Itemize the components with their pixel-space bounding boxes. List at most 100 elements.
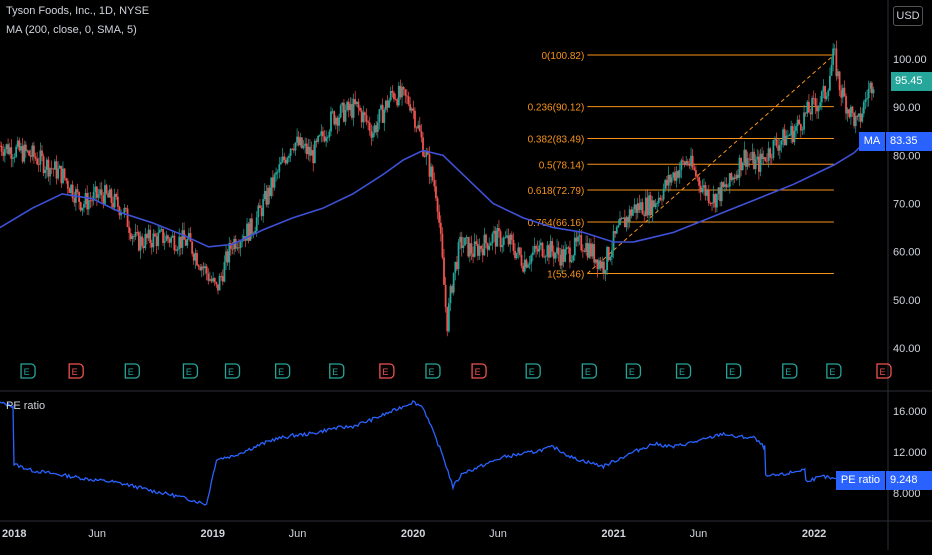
earnings-marker[interactable]: E [581, 363, 597, 379]
candle-body [294, 142, 297, 151]
candle-body [50, 168, 53, 169]
candle-body [302, 145, 305, 148]
earnings-marker[interactable]: E [224, 363, 241, 379]
candle-body [749, 159, 752, 161]
earnings-marker[interactable]: E [425, 363, 441, 379]
candle-body [197, 265, 200, 267]
candle-body [220, 276, 223, 277]
candle-body [52, 168, 55, 170]
candle-body [514, 250, 516, 259]
candle-body [488, 245, 491, 250]
earnings-marker[interactable]: E [471, 363, 487, 379]
candle-body [804, 112, 807, 114]
candle-body [464, 237, 466, 246]
candle-body [204, 266, 206, 269]
candle-body [305, 143, 308, 155]
candle-body [501, 245, 504, 248]
candle-body [780, 140, 783, 145]
candle-body [467, 237, 470, 257]
earnings-letter: E [128, 367, 134, 377]
candle-body [578, 235, 581, 237]
candle-body [559, 254, 562, 266]
candle-body [79, 202, 82, 211]
earnings-marker[interactable]: E [329, 363, 345, 379]
candle-body [441, 233, 444, 258]
candle-body [761, 153, 763, 159]
candle-body [499, 231, 502, 248]
candle-body [751, 151, 754, 161]
candle-body [656, 203, 659, 204]
candle-body [108, 189, 111, 198]
candle-body [210, 279, 213, 282]
candle-body [357, 101, 360, 108]
candle-body [262, 199, 265, 217]
candle-body [628, 209, 631, 222]
earnings-marker[interactable]: E [124, 363, 140, 379]
candle-body [8, 147, 11, 154]
earnings-marker[interactable]: E [20, 363, 36, 379]
candle-body [738, 157, 741, 178]
earnings-icon [471, 363, 487, 379]
earnings-marker[interactable]: E [876, 363, 892, 379]
candle-body [283, 156, 286, 160]
candle-body [722, 182, 725, 187]
candle-body [430, 166, 432, 177]
earnings-marker[interactable]: E [625, 363, 642, 379]
fib-level-label: 0.764(66.16) [528, 218, 585, 229]
candle-body [307, 146, 310, 155]
candle-body [443, 257, 445, 285]
earnings-marker[interactable]: E [782, 363, 798, 379]
candle-body [386, 100, 389, 108]
earnings-marker[interactable]: E [525, 363, 541, 379]
candle-body [226, 251, 229, 263]
candle-body [694, 170, 697, 177]
candle-body [730, 173, 733, 180]
candle-body [396, 99, 399, 106]
candle-body [795, 126, 797, 131]
candle-body [843, 87, 846, 97]
time-axis-label: 2021 [601, 528, 625, 540]
candle-body [116, 196, 119, 207]
candle-body [344, 109, 347, 122]
earnings-icon [726, 363, 742, 379]
currency-button[interactable]: USD [893, 6, 923, 26]
earnings-marker[interactable]: E [726, 363, 742, 379]
candle-body [322, 131, 324, 137]
candle-body [822, 86, 825, 92]
earnings-letter: E [529, 367, 535, 377]
candle-body [28, 150, 30, 156]
earnings-marker[interactable]: E [274, 363, 291, 379]
candle-body [63, 168, 66, 179]
candle-body [326, 137, 329, 138]
candle-body [627, 217, 629, 222]
candle-body [512, 240, 515, 251]
earnings-marker[interactable]: E [182, 363, 199, 379]
earnings-icon [625, 363, 642, 379]
candle-body [623, 217, 626, 228]
candle-body [334, 117, 337, 125]
candle-body [640, 202, 642, 210]
candle-body [213, 278, 216, 283]
price-axis-tick: 50.00 [893, 295, 921, 307]
candle-body [65, 178, 68, 181]
fib-trend-line [586, 54, 835, 274]
earnings-marker[interactable]: E [826, 363, 842, 379]
candle-body [139, 236, 142, 251]
candle-body [454, 261, 457, 273]
candle-body [325, 137, 328, 142]
earnings-marker[interactable]: E [379, 363, 395, 379]
earnings-icon [20, 363, 36, 379]
earnings-marker[interactable]: E [675, 363, 692, 379]
candle-body [299, 137, 302, 146]
candle-body [365, 115, 368, 122]
candle-body [45, 159, 48, 170]
candle-body [567, 247, 570, 249]
candle-body [97, 194, 100, 198]
earnings-marker[interactable]: E [68, 363, 84, 379]
candle-body [803, 112, 805, 130]
candle-body [509, 234, 512, 245]
candle-body [380, 105, 382, 110]
time-axis-label: 2018 [2, 528, 26, 540]
